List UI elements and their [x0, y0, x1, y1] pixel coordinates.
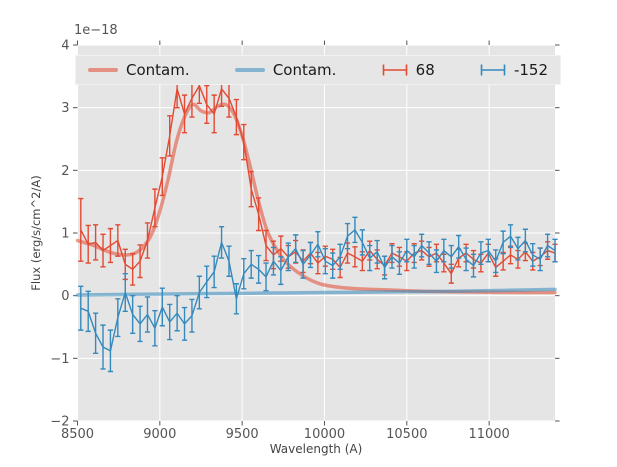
y-tick-label: 3 [61, 101, 69, 116]
contam-red-curve [75, 102, 557, 295]
legend-label: Contam. [272, 60, 337, 79]
legend-entry-contam-red: Contam. [88, 60, 190, 79]
y-tick-label: −1 [50, 352, 69, 367]
legend-label: Contam. [126, 60, 190, 79]
legend: Contam. Contam. 68 -152 [75, 55, 561, 85]
y-axis-offset-text: 1e−18 [74, 23, 118, 38]
legend-entry-errorbar-blue: -152 [480, 60, 548, 79]
red-errorbar-swatch-icon [382, 64, 407, 76]
y-tick-label: 1 [61, 227, 69, 242]
blue-errorbar-swatch-icon [480, 64, 506, 76]
y-tick-label: 4 [61, 39, 69, 54]
y-axis-label: Flux (erg/s/cm^2/A) [29, 175, 43, 291]
x-tick-label: 11000 [468, 427, 509, 442]
y-tick-label: −2 [50, 415, 69, 430]
x-tick-label: 9500 [226, 427, 259, 442]
y-tick-label: 2 [61, 164, 69, 179]
y-tick-label: 0 [61, 289, 69, 304]
contam-blue-curve [75, 287, 557, 297]
x-tick-label: 9000 [143, 427, 176, 442]
x-tick-label: 10000 [304, 427, 345, 442]
legend-label: -152 [513, 60, 548, 79]
x-axis-label: Wavelength (A) [269, 442, 363, 456]
legend-label: 68 [415, 60, 435, 79]
x-tick-label: 8500 [61, 427, 94, 442]
legend-entry-errorbar-red: 68 [382, 60, 435, 79]
blue-line-swatch [234, 68, 265, 72]
x-tick-label: 10500 [386, 427, 427, 442]
red-line-swatch [88, 68, 118, 72]
legend-entry-contam-blue: Contam. [234, 60, 337, 79]
errorbar-series-blue-bars [78, 216, 558, 373]
